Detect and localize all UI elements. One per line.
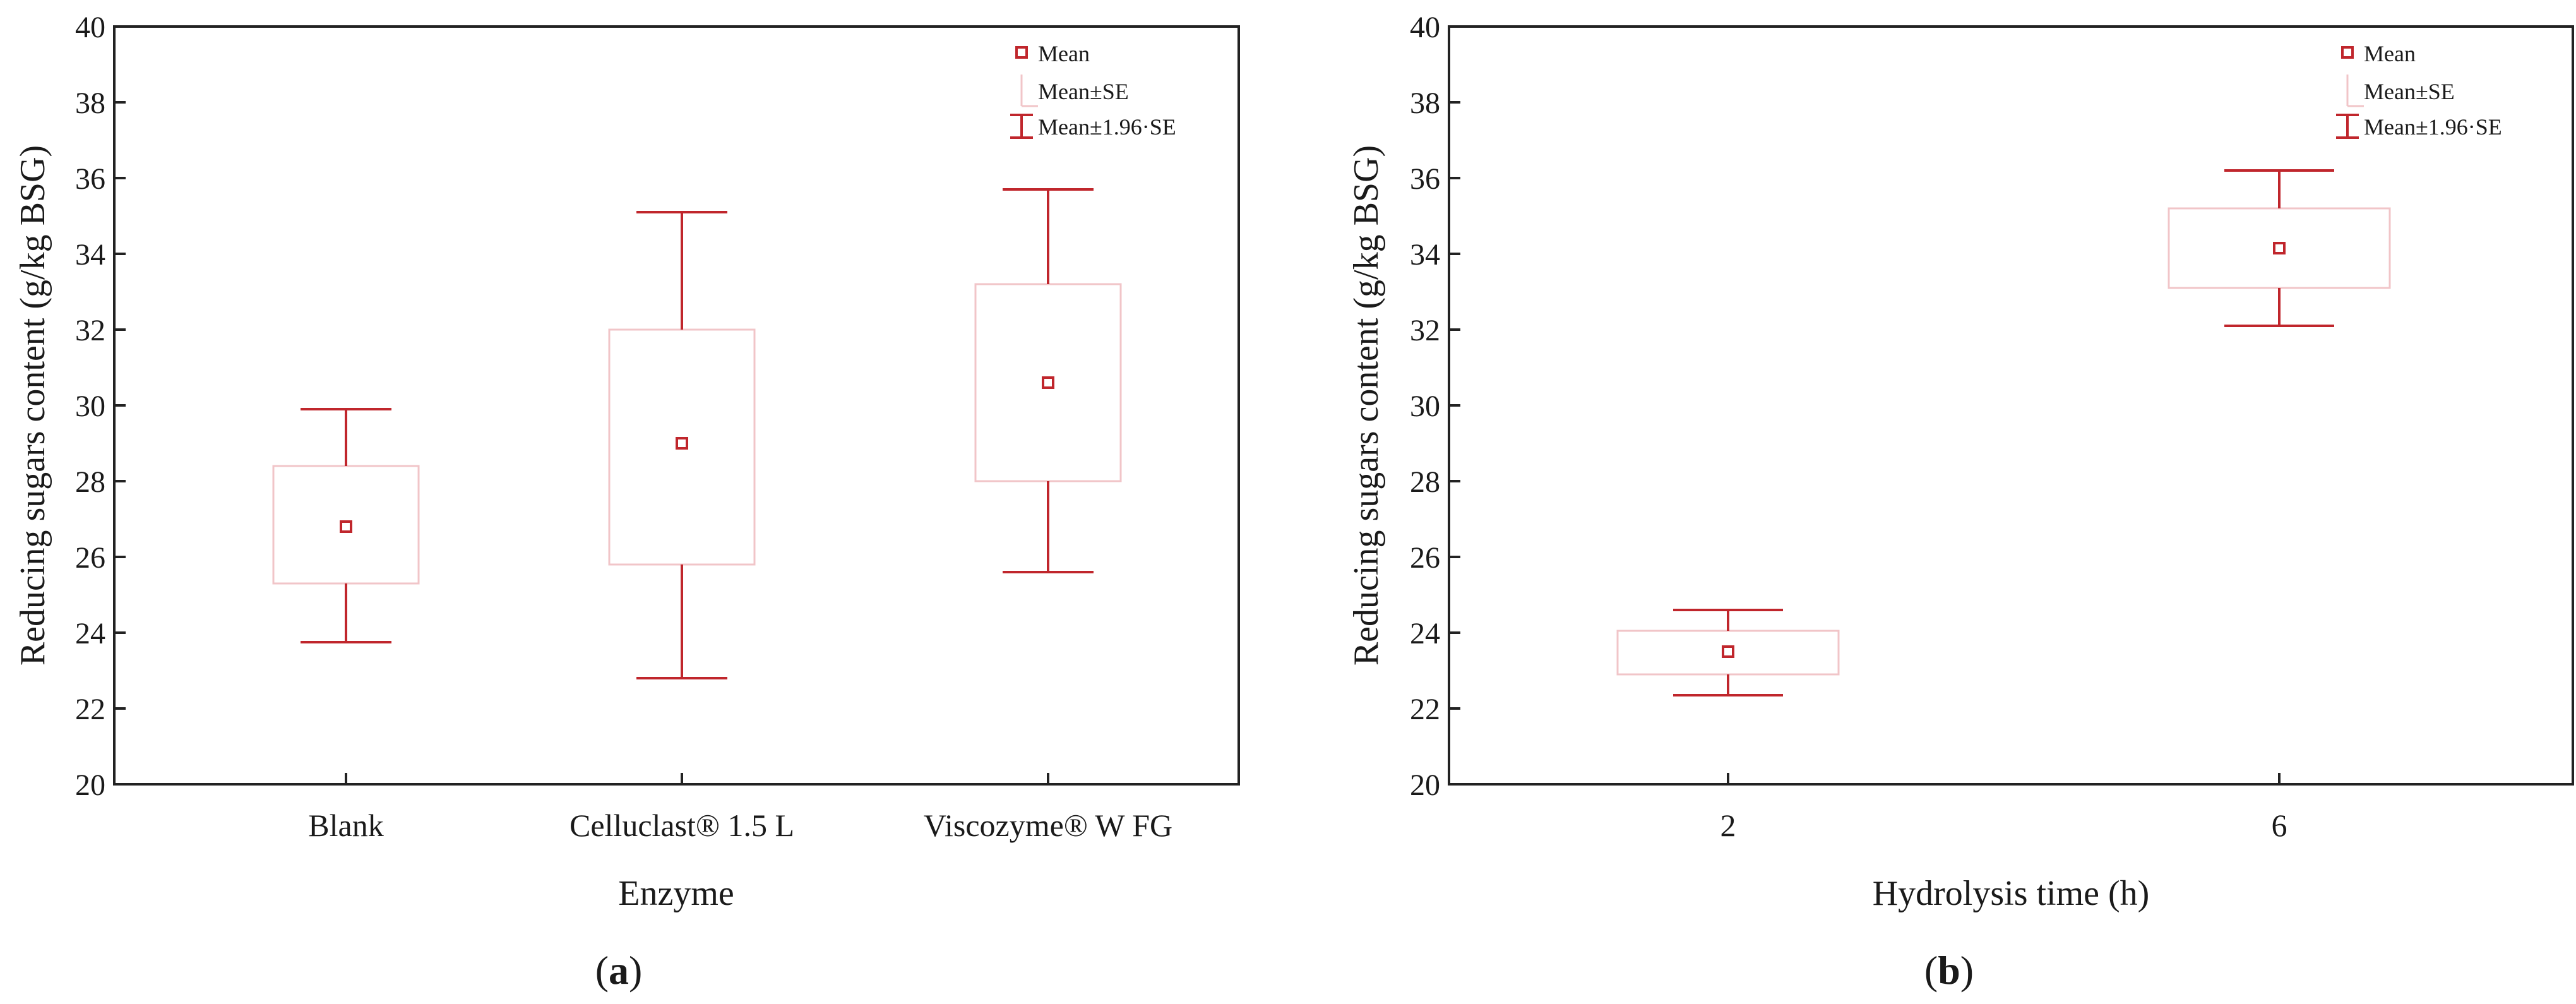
y-tick-label: 34	[75, 238, 105, 272]
y-tick-label: 30	[75, 390, 105, 423]
legend-se-marker	[2346, 75, 2364, 107]
x-axis-label: Hydrolysis time (h)	[1873, 874, 2150, 913]
mean-marker-1	[1722, 645, 1734, 658]
x-tick-label: 6	[2272, 808, 2287, 843]
error-bar-marks	[1616, 169, 2391, 696]
legend-mean-marker	[2341, 46, 2354, 59]
legend-se-label: Mean±SE	[2364, 79, 2455, 104]
y-tick-label: 26	[1410, 541, 1440, 575]
panel-label-b: (b)	[1924, 948, 1974, 993]
y-tick-label: 38	[75, 87, 105, 120]
x-tick-label: Blank	[308, 808, 383, 843]
legend-se-marker	[1020, 75, 1038, 107]
legend-mean-marker	[1015, 46, 1028, 59]
legend-mean-label: Mean	[2364, 41, 2416, 66]
x-axis-ticks: Blank Celluclast® 1.5 L Viscozyme® W FG	[308, 773, 1172, 843]
legend-ci-marker	[2336, 114, 2359, 139]
mean-marker-1	[340, 520, 352, 533]
error-bar-marks	[272, 188, 1122, 679]
legend-mean-label: Mean	[1038, 41, 1090, 66]
y-tick-label: 26	[75, 541, 105, 575]
panel-letter-a: a	[609, 948, 629, 993]
plot-frame	[113, 25, 1240, 786]
x-tick-label: Celluclast® 1.5 L	[569, 808, 794, 843]
legend: Mean Mean±SE Mean±1.96·SE	[1010, 41, 1176, 140]
y-tick-label: 28	[1410, 465, 1440, 499]
y-tick-label: 24	[1410, 617, 1440, 650]
y-axis-label: Reducing sugars content (g/kg BSG)	[13, 145, 52, 666]
y-axis-ticks: 20 22 24 26 28 30 32 34 36 38 40	[75, 11, 126, 802]
y-axis-ticks: 20 22 24 26 28 30 32 34 36 38 40	[1410, 11, 1460, 802]
y-tick-label: 32	[1410, 314, 1440, 347]
y-tick-label: 22	[1410, 693, 1440, 726]
y-tick-label: 36	[75, 162, 105, 196]
y-tick-label: 24	[75, 617, 105, 650]
panel-label-a: (a)	[595, 948, 643, 993]
y-tick-label: 40	[1410, 11, 1440, 44]
y-tick-label: 22	[75, 693, 105, 726]
legend-se-label: Mean±SE	[1038, 79, 1129, 104]
y-tick-label: 30	[1410, 390, 1440, 423]
legend-ci-label: Mean±1.96·SE	[2364, 114, 2502, 140]
x-tick-label: Viscozyme® W FG	[924, 808, 1172, 843]
y-tick-label: 40	[75, 11, 105, 44]
panel-letter-b: b	[1938, 948, 1960, 993]
mean-marker-2	[2273, 242, 2286, 254]
legend: Mean Mean±SE Mean±1.96·SE	[2336, 41, 2502, 140]
y-tick-label: 20	[75, 768, 105, 802]
y-tick-label: 28	[75, 465, 105, 499]
y-tick-label: 20	[1410, 768, 1440, 802]
y-tick-label: 38	[1410, 87, 1440, 120]
y-tick-label: 32	[75, 314, 105, 347]
mean-marker-2	[676, 437, 688, 450]
x-axis-label: Enzyme	[618, 874, 734, 913]
mean-marker-3	[1042, 376, 1054, 389]
y-axis-label: Reducing sugars content (g/kg BSG)	[1347, 145, 1386, 666]
y-tick-label: 36	[1410, 162, 1440, 196]
x-tick-label: 2	[1720, 808, 1736, 843]
legend-ci-label: Mean±1.96·SE	[1038, 114, 1176, 140]
legend-ci-marker	[1010, 114, 1033, 139]
y-tick-label: 34	[1410, 238, 1440, 272]
panel-a: 20 22 24 26 28 30 32 34 36 38 40 Blank Celluclast® …	[13, 11, 1240, 993]
